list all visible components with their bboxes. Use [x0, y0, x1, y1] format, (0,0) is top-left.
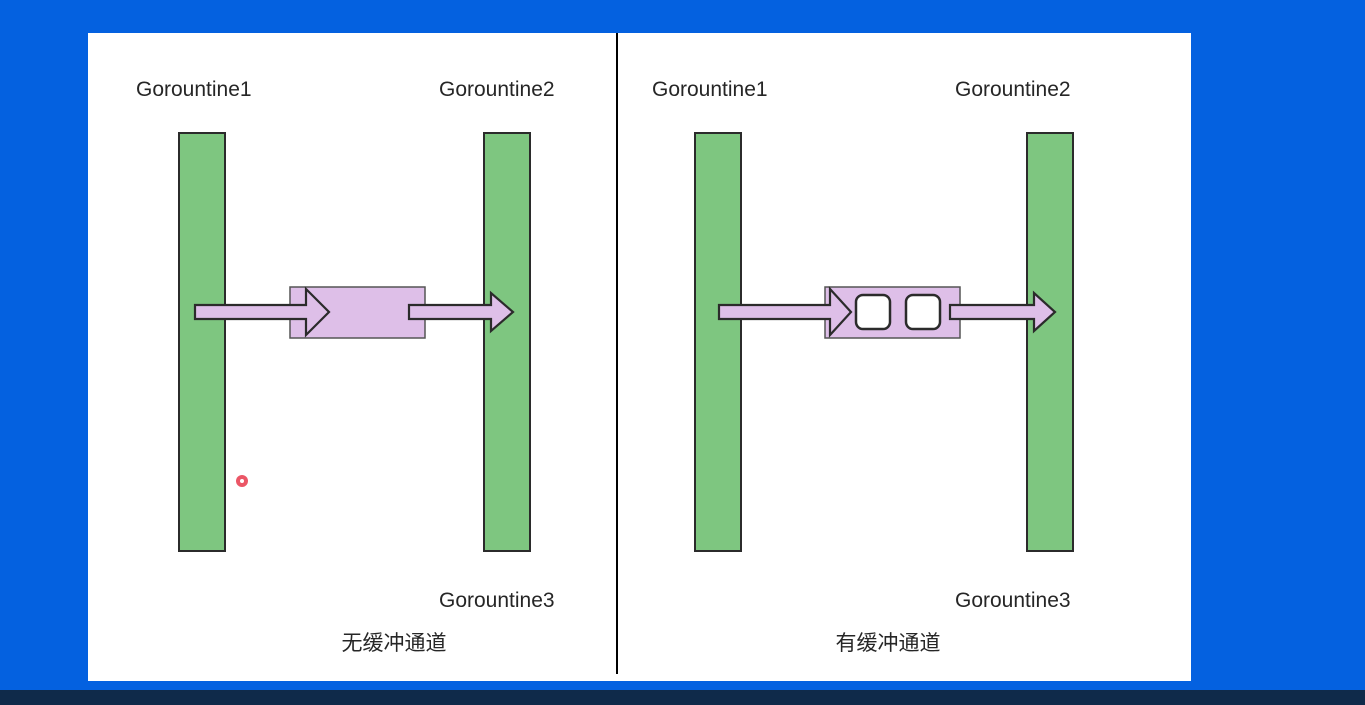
diagram-canvas	[178, 132, 1074, 552]
left-goroutine1-label: Gorountine1	[136, 78, 252, 101]
send-arrow-left	[193, 286, 331, 338]
bottom-strip	[0, 690, 1365, 705]
right-goroutine1-label: Gorountine1	[652, 78, 768, 101]
left-goroutine2-label: Gorountine2	[439, 78, 555, 101]
left-panel-graphics	[178, 132, 531, 552]
right-goroutine2-label: Gorountine2	[955, 78, 1071, 101]
receive-arrow-left	[407, 290, 515, 334]
left-caption: 无缓冲通道	[341, 632, 447, 655]
goroutine1-bar-left	[178, 132, 226, 552]
receive-arrow-right	[948, 290, 1057, 334]
buffer-slot-2	[904, 293, 942, 331]
right-panel-graphics	[694, 132, 1074, 552]
slide: Gorountine1 Gorountine2 Gorountine3 无缓冲通…	[88, 33, 1191, 681]
goroutine2-bar-left	[483, 132, 531, 552]
right-caption: 有缓冲通道	[835, 632, 941, 655]
buffer-slot-1	[854, 293, 892, 331]
goroutine1-bar-right	[694, 132, 742, 552]
panel-divider	[616, 33, 618, 674]
left-goroutine3-label: Gorountine3	[439, 589, 555, 612]
goroutine2-bar-right	[1026, 132, 1074, 552]
right-goroutine3-label: Gorountine3	[955, 589, 1071, 612]
send-arrow-right	[717, 286, 853, 338]
